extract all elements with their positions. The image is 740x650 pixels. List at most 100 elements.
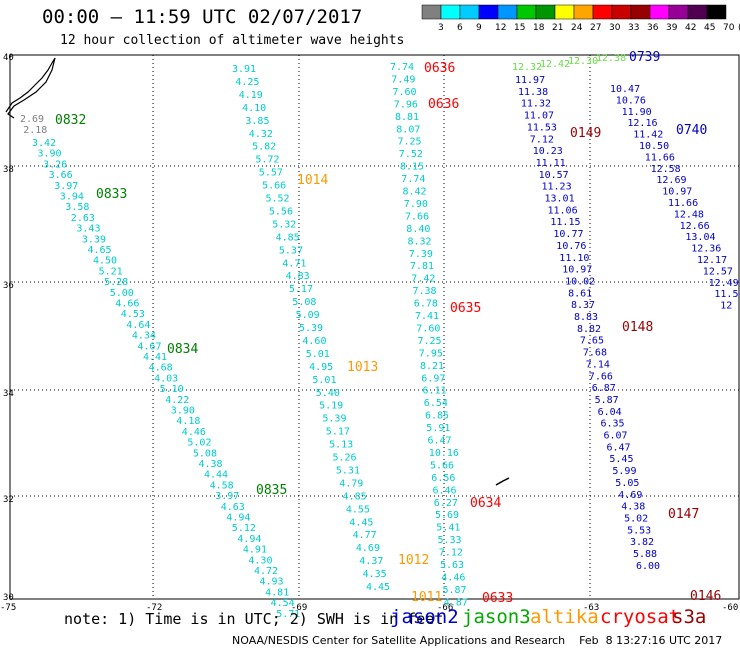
wave-height-value: 4.91 [243,545,267,556]
wave-height-value: 5.99 [612,466,636,477]
colorbar-label: 30 [609,23,621,33]
wave-height-value: 11.07 [524,111,554,122]
wave-height-value: 5.87 [595,395,619,406]
wave-height-value: 12.48 [674,209,704,220]
wave-height-value: 2.63 [71,213,95,224]
wave-height-value: 5.91 [426,423,450,434]
wave-height-value: 4.69 [356,543,380,554]
wave-height-value: 3.43 [76,224,100,235]
wave-height-value: 4.35 [363,569,387,580]
wave-height-value: 13.04 [685,232,715,243]
wave-height-value: 5.71 [276,609,300,620]
wave-height-value: 7.68 [583,348,607,359]
wave-height-value: 4.95 [309,362,333,373]
wave-height-value: 13.01 [545,194,575,205]
time-label: 1014 [297,173,328,188]
wave-height-value: 7.52 [399,149,423,160]
wave-height-value: 3.58 [65,202,89,213]
wave-height-value: 2.69 [20,114,44,125]
colorbar-label: 70 [723,23,735,33]
colorbar-swatch [497,4,518,20]
wave-height-value: 10.57 [539,170,569,181]
time-label: 0740 [676,123,707,138]
colorbar-swatch [706,4,727,20]
altimeter-tracks: 2.692.183.423.903.263.663.973.943.582.63… [20,53,739,620]
legend-altika: altika [530,606,599,628]
wave-height-value: 5.32 [272,219,296,230]
wave-height-value: 4.79 [339,478,363,489]
wave-height-value: 7.96 [394,99,418,110]
island-shape [495,477,510,486]
wave-height-value: 7.25 [398,137,422,148]
wave-height-value: 4.69 [618,490,642,501]
wave-height-value: 6.04 [598,407,622,418]
wave-height-value: 7.74 [390,62,414,73]
wave-height-value: 7.25 [418,336,442,347]
wave-height-value: 4.38 [199,459,223,470]
x-tick: -60 [722,603,738,613]
wave-height-value: 4.71 [282,258,306,269]
time-label: 0835 [256,483,287,498]
wave-height-value: 8.32 [408,236,432,247]
wave-height-value: 3.39 [82,234,106,245]
wave-height-value: 6.54 [424,398,448,409]
wave-height-value: 7.65 [580,336,604,347]
x-tick: -69 [291,603,307,613]
wave-height-value: 4.10 [242,103,266,114]
wave-height-value: 5.87 [443,585,467,596]
wave-height-value: 12.57 [703,266,733,277]
wave-height-value: 8.40 [406,224,430,235]
wave-height-value: 7.42 [411,274,435,285]
wave-height-value: 3.97 [54,181,78,192]
wave-height-value: 5.01 [312,375,336,386]
wave-height-value: 4.53 [121,309,145,320]
colorbar-label: 18 [533,23,545,33]
map-frame [9,54,740,600]
wave-height-value: 5.28 [104,277,128,288]
wave-height-value: 5.33 [438,535,462,546]
wave-height-value: 12.30 [568,56,598,67]
wave-height-value: 3.91 [232,64,256,75]
colorbar-swatch [440,4,461,20]
wave-height-value: 12.36 [691,244,721,255]
wave-height-value: 8.82 [577,324,601,335]
wave-height-value: 3.82 [630,537,654,548]
wave-height-value: 4.45 [366,582,390,593]
wave-height-value: 11.5 [714,289,738,300]
time-label: 0633 [482,591,513,606]
colorbar-swatch [573,4,594,20]
wave-height-value: 5.13 [329,440,353,451]
colorbar-label: 21 [552,23,563,33]
legend-jason2: jason2 [390,606,459,628]
wave-height-value: 4.68 [149,363,173,374]
wave-height-value: 5.19 [319,401,343,412]
wave-height-value: 8.42 [403,187,427,198]
wave-height-value: 12.38 [596,53,626,64]
wave-height-value: 7.60 [393,87,417,98]
wave-height-value: 12.42 [540,59,570,70]
wave-height-value: 5.63 [440,560,464,571]
wave-height-value: 4.19 [239,90,263,101]
colorbar-label: 3 [438,23,444,33]
colorbar-swatch [478,4,499,20]
wave-height-value: 5.69 [435,510,459,521]
wave-height-value: 8.37 [571,300,595,311]
wave-height-value: 5.09 [296,310,320,321]
x-tick: -72 [146,603,162,613]
wave-height-value: 8.61 [568,288,592,299]
x-tick: -63 [583,603,599,613]
wave-height-value: 4.03 [154,373,178,384]
wave-height-value: 8.15 [400,162,424,173]
y-tick: 36 [3,281,14,291]
time-label: 1011 [411,590,442,605]
wave-height-value: 4.25 [235,77,259,88]
legend-s3a: s3a [672,606,707,628]
wave-height-value: 3.26 [43,159,67,170]
wave-height-value: 6.27 [434,498,458,509]
grid-lines [10,55,739,599]
wave-height-value: 4.81 [265,587,289,598]
colorbar-swatch [535,4,556,20]
wave-height-value: 5.21 [99,266,123,277]
